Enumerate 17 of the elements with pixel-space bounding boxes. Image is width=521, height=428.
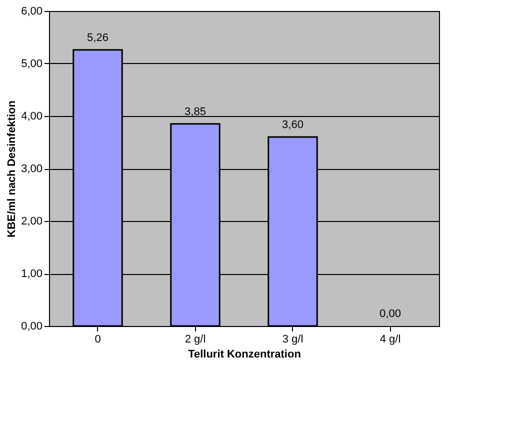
x-axis-title: Tellurit Konzentration bbox=[188, 348, 302, 360]
y-axis-title: KBE/ml nach Desinfektion bbox=[6, 100, 18, 238]
data-label: 5,26 bbox=[87, 32, 108, 44]
y-tick-label: 4,00 bbox=[21, 110, 42, 122]
data-label: 3,85 bbox=[184, 106, 206, 118]
x-tick-label: 3 g/l bbox=[282, 334, 304, 346]
y-tick-label: 3,00 bbox=[21, 163, 42, 175]
y-tick-label: 6,00 bbox=[21, 6, 42, 18]
y-tick-label: 2,00 bbox=[21, 216, 42, 228]
x-tick-label: 2 g/l bbox=[184, 334, 206, 346]
x-tick-label: 4 g/l bbox=[380, 334, 401, 346]
y-tick-label: 1,00 bbox=[21, 268, 42, 280]
data-label: 0,00 bbox=[380, 308, 401, 320]
y-tick-label: 0,00 bbox=[21, 320, 42, 332]
data-label: 3,60 bbox=[282, 119, 304, 131]
x-tick-label: 0 bbox=[94, 334, 101, 346]
y-tick-label: 5,00 bbox=[21, 58, 42, 70]
